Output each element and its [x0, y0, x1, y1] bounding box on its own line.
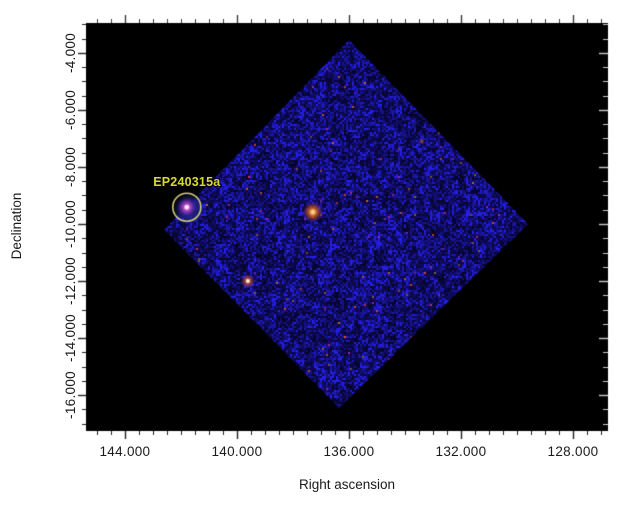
- y-axis-title: Declination: [9, 192, 24, 260]
- y-tick-label: -16.000: [63, 371, 78, 420]
- y-tick-label: -14.000: [63, 314, 78, 362]
- y-tick-label: -6.000: [63, 89, 78, 130]
- x-tick-label: 128.000: [547, 444, 599, 459]
- x-tick-label: 132.000: [435, 444, 487, 459]
- x-axis-title: Right ascension: [298, 477, 396, 492]
- y-tick-label: -12.000: [63, 257, 78, 305]
- y-tick-label: -10.000: [63, 200, 78, 248]
- x-tick-label: 144.000: [99, 444, 151, 459]
- y-tick-label: -4.000: [63, 32, 78, 73]
- y-tick-label: -8.000: [63, 146, 78, 188]
- x-tick-label: 136.000: [323, 444, 375, 459]
- x-tick-label: 140.000: [211, 444, 263, 459]
- source-annotation-label: EP240315a: [153, 175, 221, 190]
